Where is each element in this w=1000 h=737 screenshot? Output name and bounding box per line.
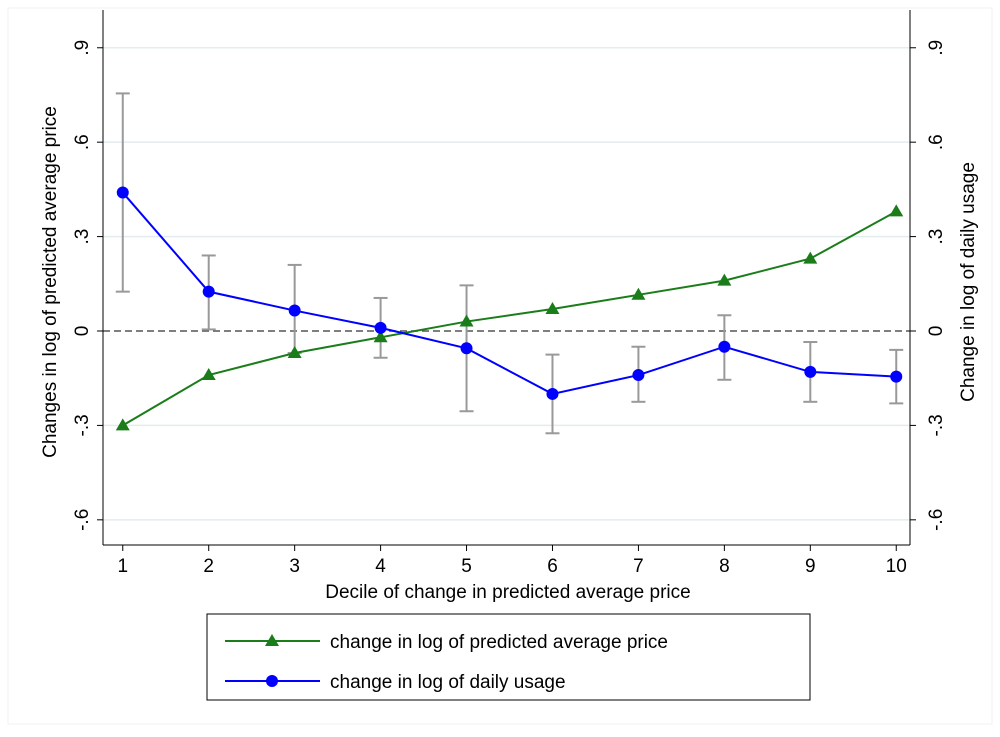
data-point (803, 251, 818, 264)
y2-tick-label: 0 (926, 326, 947, 337)
y2-tick-label: -.3 (926, 414, 947, 436)
x-axis-title: Decile of change in predicted average pr… (325, 582, 690, 603)
x-tick-label: 7 (633, 556, 644, 577)
y-axis-title: Changes in log of predicted average pric… (40, 106, 61, 458)
data-point (459, 314, 474, 327)
y2-axis-title: Change in log of daily usage (958, 162, 979, 402)
x-tick-label: 3 (289, 556, 300, 577)
y2-tick-label: -.6 (926, 509, 947, 531)
x-tick-label: 1 (117, 556, 128, 577)
data-point (545, 301, 560, 314)
y-tick-label: .3 (72, 229, 93, 245)
data-point (632, 369, 645, 382)
data-point (460, 342, 473, 355)
data-point (287, 346, 302, 359)
y2-tick-label: .6 (926, 134, 947, 150)
x-tick-label: 2 (203, 556, 214, 577)
x-tick-label: 4 (375, 556, 386, 577)
data-point (717, 273, 732, 286)
y2-tick-label: .9 (926, 40, 947, 56)
data-point (374, 321, 387, 334)
y-tick-label: .9 (72, 40, 93, 56)
data-point (201, 368, 216, 381)
data-point (115, 418, 130, 431)
y-tick-label: -.6 (72, 509, 93, 531)
series-line (122, 210, 897, 427)
data-point (116, 186, 129, 199)
data-point (631, 287, 646, 300)
legend-marker (266, 675, 278, 687)
y-tick-label: 0 (72, 326, 93, 337)
data-point (890, 370, 903, 383)
data-point (804, 365, 817, 378)
data-point (546, 387, 559, 400)
data-point (202, 285, 215, 298)
x-tick-label: 5 (461, 556, 472, 577)
legend-box (206, 613, 811, 701)
x-tick-label: 10 (886, 556, 907, 577)
data-point (718, 340, 731, 353)
legend-label: change in log of daily usage (330, 672, 566, 693)
legend-label: change in log of predicted average price (330, 632, 668, 653)
y-tick-label: -.3 (72, 414, 93, 436)
series-line (122, 191, 897, 395)
x-tick-label: 8 (719, 556, 730, 577)
data-point (889, 204, 904, 217)
y-tick-label: .6 (72, 134, 93, 150)
x-tick-label: 6 (547, 556, 558, 577)
data-point (373, 330, 388, 343)
legend-marker (265, 634, 279, 646)
data-point (288, 304, 301, 317)
x-tick-label: 9 (805, 556, 816, 577)
y2-tick-label: .3 (926, 229, 947, 245)
